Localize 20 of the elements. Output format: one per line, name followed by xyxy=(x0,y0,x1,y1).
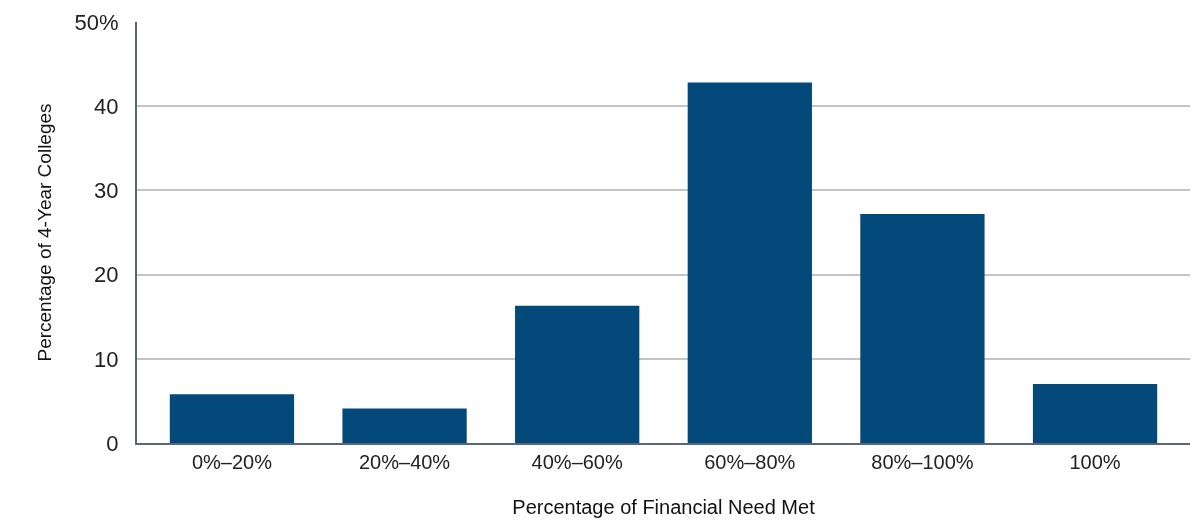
x-axis-title: Percentage of Financial Need Met xyxy=(512,496,816,518)
x-tick-label: 20%–40% xyxy=(358,451,451,473)
bar xyxy=(169,394,295,443)
y-tick-label: 40 xyxy=(94,93,119,119)
y-tick-label: 10 xyxy=(94,346,119,372)
y-tick-label: 20 xyxy=(94,262,119,288)
x-tick-label: 100% xyxy=(1069,451,1121,473)
bar xyxy=(687,82,812,443)
x-tick-label: 0%–20% xyxy=(191,451,273,473)
bar xyxy=(1032,384,1158,443)
bar xyxy=(515,305,640,443)
bar xyxy=(860,213,985,443)
x-tick-label: 40%–60% xyxy=(531,451,623,473)
x-tick-label: 60%–80% xyxy=(704,451,796,473)
y-tick-label: 0 xyxy=(106,430,119,456)
y-axis-title: Percentage of 4-Year Colleges xyxy=(33,103,55,362)
y-tick-label: 50% xyxy=(74,9,119,35)
bar xyxy=(342,408,467,443)
y-tick-label: 30 xyxy=(94,178,119,204)
x-tick-label: 80%–100% xyxy=(871,451,974,473)
